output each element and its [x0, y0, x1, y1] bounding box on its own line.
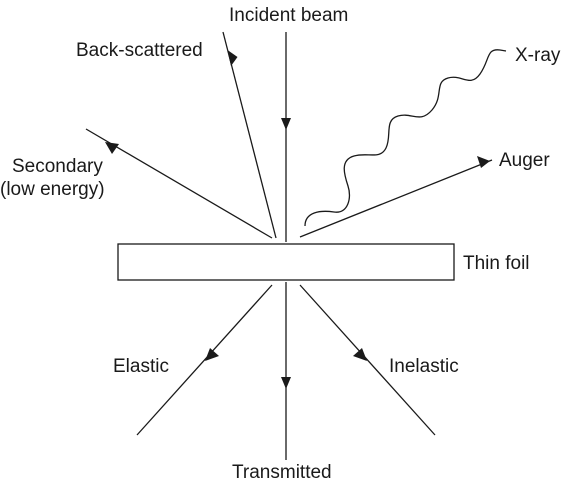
incident-beam-label: Incident beam: [229, 5, 349, 26]
transmitted-arrow: [281, 282, 291, 460]
xray-wave: [304, 49, 507, 227]
auger-arrow: [299, 156, 493, 238]
auger-label: Auger: [499, 150, 550, 171]
transmitted-label: Transmitted: [232, 462, 332, 483]
thin-foil-rect: [117, 243, 455, 281]
secondary-label-line2: (low energy): [0, 179, 105, 200]
secondary-label: Secondary: [12, 156, 103, 177]
xray-label: X-ray: [515, 45, 561, 66]
backscattered-label: Back-scattered: [76, 40, 203, 61]
thin-foil-label: Thin foil: [463, 253, 530, 274]
elastic-label: Elastic: [113, 356, 169, 377]
incident-beam-arrow: [281, 32, 291, 242]
backscattered-arrow: [222, 31, 277, 239]
secondary-arrow: [85, 128, 273, 239]
inelastic-arrow: [299, 284, 436, 436]
elastic-arrow: [136, 284, 273, 436]
inelastic-label: Inelastic: [389, 356, 459, 377]
